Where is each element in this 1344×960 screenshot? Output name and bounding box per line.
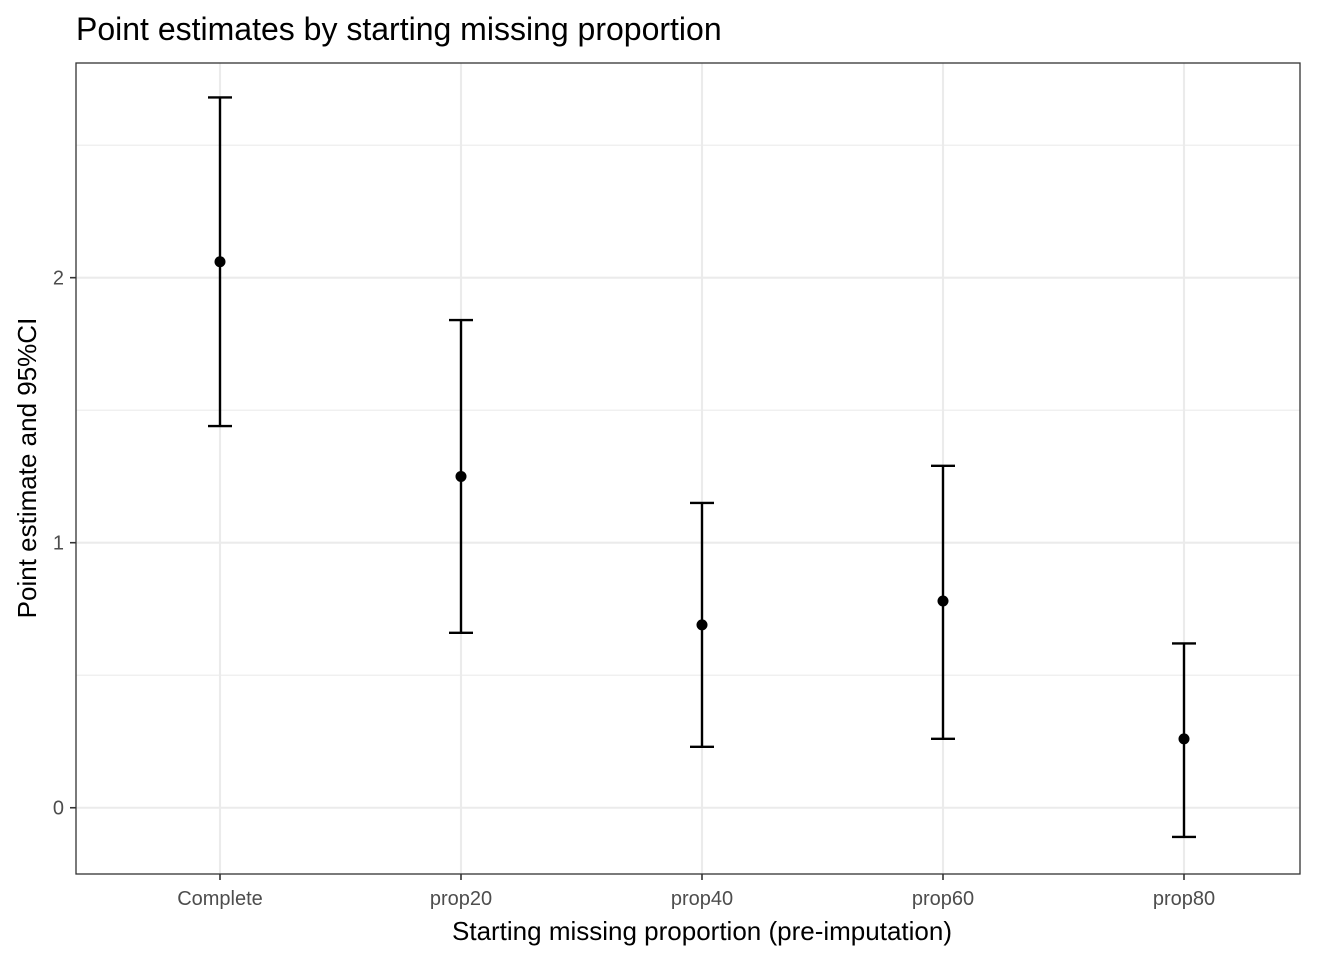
x-tick-label: prop80: [1153, 888, 1215, 910]
y-tick-label: 0: [53, 798, 64, 820]
point-estimate-prop60: [937, 595, 949, 607]
y-axis-title: Point estimate and 95%CI: [12, 318, 42, 619]
errorbar-complete: [208, 96, 232, 428]
errorbar-prop80: [1172, 642, 1196, 839]
point-estimate-prop80: [1178, 733, 1190, 745]
grid-lines: [76, 63, 1300, 874]
x-tick-label: prop60: [912, 888, 974, 910]
errorbar-prop60: [931, 464, 955, 741]
errorbar-prop40: [690, 501, 714, 748]
axes: 0 1 2 Complete prop20 prop40 prop60 prop80: [53, 268, 1215, 910]
y-tick-label: 1: [53, 533, 64, 555]
x-tick-label: Complete: [177, 888, 263, 910]
x-tick-label: prop40: [671, 888, 733, 910]
x-axis-title: Starting missing proportion (pre-imputat…: [452, 916, 952, 946]
data-layer: [208, 96, 1196, 839]
plot-panel-border: [75, 62, 1301, 875]
chart-title: Point estimates by starting missing prop…: [76, 11, 722, 47]
point-estimate-prop20: [455, 470, 467, 482]
errorbar-prop20: [449, 318, 473, 635]
point-estimate-complete: [214, 256, 226, 268]
point-estimate-prop40: [696, 619, 708, 631]
x-tick-label: prop20: [430, 888, 492, 910]
y-tick-label: 2: [53, 268, 64, 290]
